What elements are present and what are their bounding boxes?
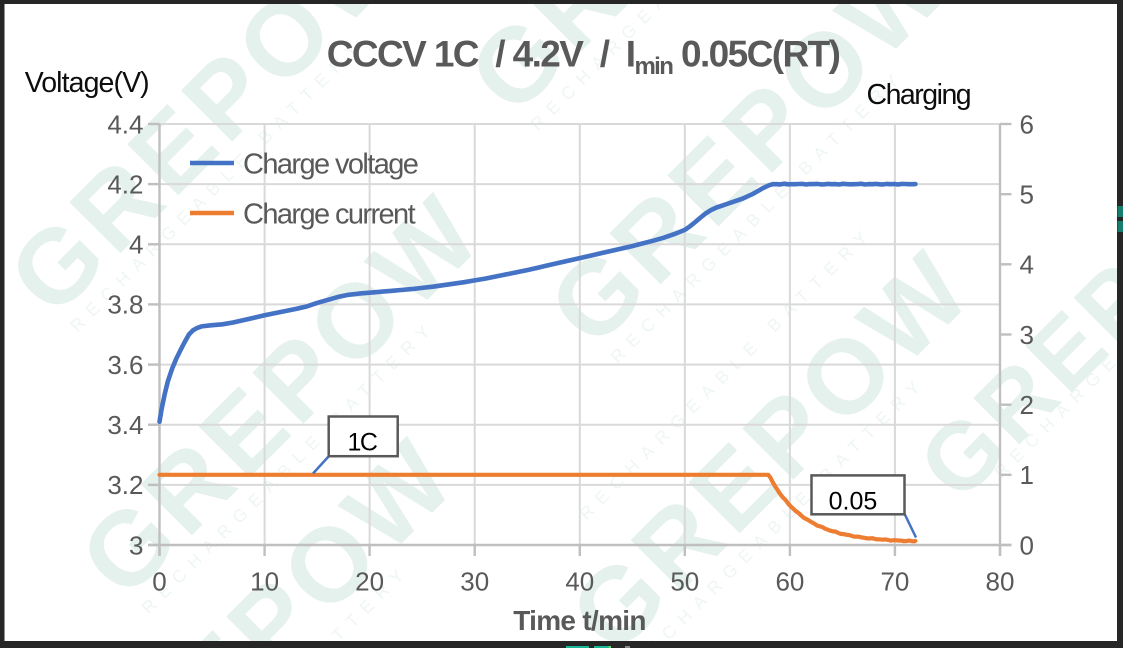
svg-text:10: 10 xyxy=(250,567,279,597)
svg-text:3.8: 3.8 xyxy=(107,290,143,320)
svg-text:4.2: 4.2 xyxy=(107,169,143,199)
svg-text:20: 20 xyxy=(355,567,384,597)
svg-text:CCCV 1C / 4.2V / Imin 0.05C: CCCV 1C / 4.2V / Imin 0.05C(RT) xyxy=(327,34,840,81)
svg-text:3.2: 3.2 xyxy=(107,470,143,500)
svg-text:6: 6 xyxy=(1020,109,1034,139)
svg-text:4: 4 xyxy=(129,230,143,260)
svg-text:3: 3 xyxy=(1020,320,1034,350)
svg-text:Charging: Charging xyxy=(867,79,971,111)
svg-text:1: 1 xyxy=(1020,460,1034,490)
svg-text:Charge voltage: Charge voltage xyxy=(243,149,418,181)
svg-text:50: 50 xyxy=(670,567,699,597)
svg-text:Voltage(V): Voltage(V) xyxy=(25,67,149,99)
svg-text:1C: 1C xyxy=(348,429,378,457)
svg-text:4: 4 xyxy=(1020,250,1034,280)
svg-text:40: 40 xyxy=(565,567,594,597)
svg-text:0: 0 xyxy=(1020,530,1034,560)
svg-text:5: 5 xyxy=(1020,180,1034,210)
svg-text:Time t/min: Time t/min xyxy=(513,605,646,636)
svg-text:30: 30 xyxy=(460,567,489,597)
svg-text:0.05: 0.05 xyxy=(829,488,878,516)
svg-text:60: 60 xyxy=(775,567,804,597)
svg-text:70: 70 xyxy=(880,567,909,597)
svg-text:4.4: 4.4 xyxy=(107,109,143,139)
svg-text:80: 80 xyxy=(986,567,1015,597)
svg-text:3.6: 3.6 xyxy=(107,350,143,380)
svg-text:Charge current: Charge current xyxy=(243,199,416,231)
svg-text:3.4: 3.4 xyxy=(107,410,143,440)
svg-text:3: 3 xyxy=(129,530,143,560)
svg-text:2: 2 xyxy=(1020,390,1034,420)
svg-text:0: 0 xyxy=(152,567,166,597)
